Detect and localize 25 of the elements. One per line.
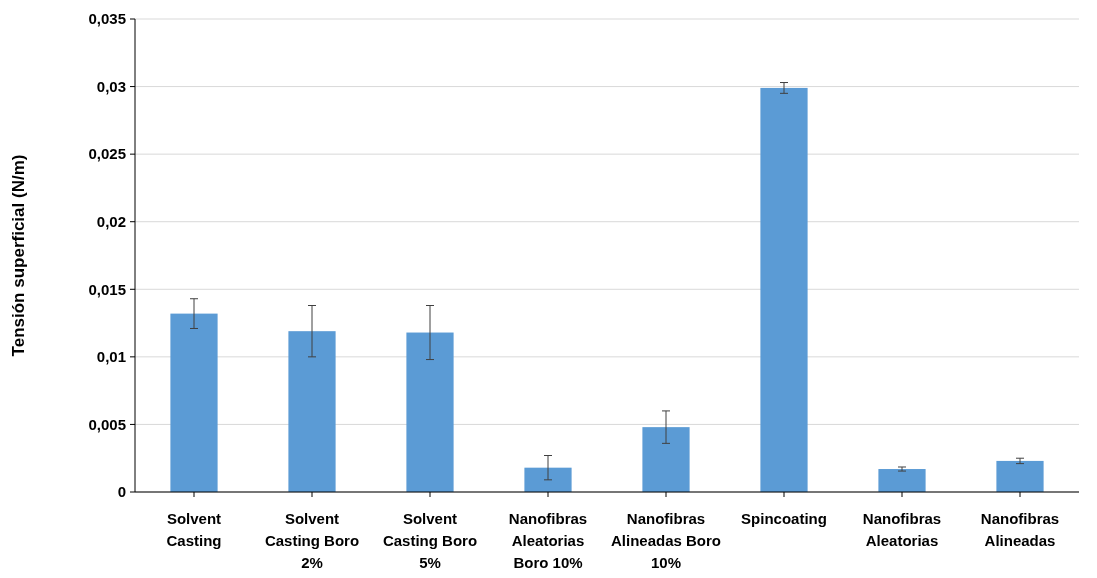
y-axis-title: Tensión superficial (N/m)	[9, 154, 28, 357]
bar	[760, 87, 808, 492]
x-tick-label: Nanofibras Alineadas Boro 10%	[610, 510, 722, 571]
x-tick-label: Solvent Casting	[166, 510, 222, 549]
x-tick-label: Nanofibras Aleatorias	[862, 510, 942, 549]
bar	[170, 313, 218, 492]
y-tick-label: 0	[117, 483, 126, 501]
y-tick-label: 0,01	[96, 348, 126, 366]
bar	[996, 460, 1044, 492]
y-tick-label: 0,035	[88, 10, 126, 28]
y-tick-label: 0,02	[96, 212, 126, 230]
y-tick-label: 0,015	[88, 280, 126, 298]
y-tick-label: 0,025	[88, 145, 126, 163]
x-tick-label: Nanofibras Aleatorias Boro 10%	[508, 510, 588, 571]
x-tick-label: Solvent Casting Boro 5%	[382, 510, 478, 571]
bar	[878, 469, 926, 492]
x-tick-label: Spincoating	[741, 510, 827, 527]
y-tick-label: 0,005	[88, 415, 126, 433]
bar	[524, 467, 572, 492]
bar	[642, 427, 690, 492]
y-tick-label: 0,03	[96, 77, 126, 95]
bar	[406, 332, 454, 492]
bar	[288, 331, 336, 492]
x-tick-label: Nanofibras Alineadas	[980, 510, 1060, 549]
x-tick-label: Solvent Casting Boro 2%	[264, 510, 360, 571]
